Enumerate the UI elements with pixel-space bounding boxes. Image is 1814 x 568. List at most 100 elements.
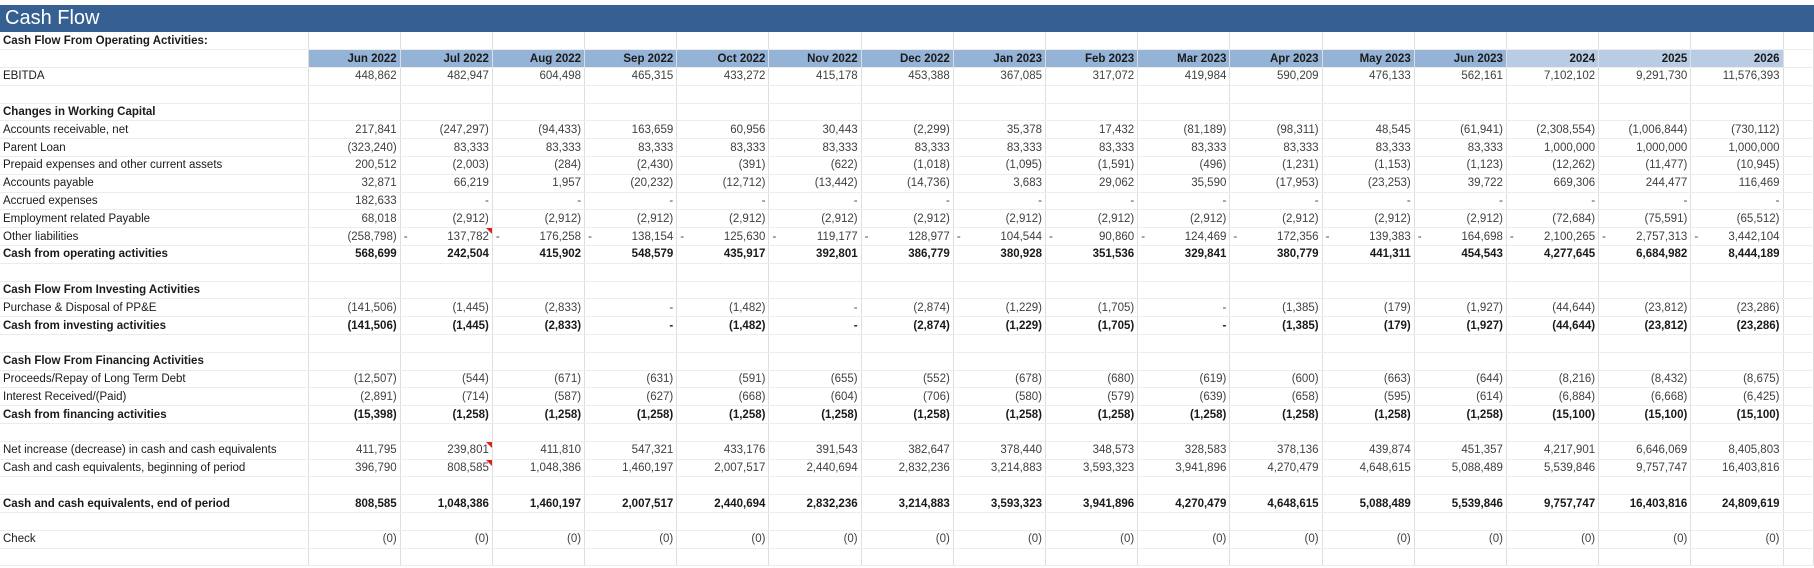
value-cell: 83,333 <box>492 138 586 158</box>
value-cell: 9,757,747 <box>1598 459 1692 478</box>
empty-cell <box>676 352 770 371</box>
value-cell: 239,801 <box>400 441 493 460</box>
value-cell: (1,705) <box>1045 298 1139 318</box>
value-cell: - <box>953 192 1047 211</box>
value-cell: (0) <box>1506 530 1600 549</box>
empty-cell <box>400 548 493 567</box>
empty-cell <box>1506 85 1600 104</box>
empty-cell <box>1322 85 1415 104</box>
column-header: Apr 2023 <box>1229 49 1323 69</box>
value-cell: - <box>584 316 678 336</box>
value-cell: (600) <box>1229 370 1323 389</box>
value-cell: (1,482) <box>676 316 770 336</box>
empty-cell <box>676 512 770 531</box>
value-cell: 4,277,645 <box>1506 245 1600 264</box>
value-cell: (1,385) <box>1229 298 1323 318</box>
value-cell: 3,593,323 <box>1045 459 1139 478</box>
value-cell: (1,258) <box>1137 405 1231 425</box>
column-header: Dec 2022 <box>861 49 954 69</box>
empty-cell <box>1783 227 1814 247</box>
value-cell: (2,912) <box>1322 209 1415 229</box>
value-cell: (15,398) <box>308 405 401 425</box>
empty-cell <box>492 423 586 442</box>
value-cell: (1,385) <box>1229 316 1323 336</box>
value-cell: 163,659 <box>584 120 678 140</box>
value-cell: (1,153) <box>1322 156 1415 175</box>
value-cell: (141,506) <box>308 316 401 336</box>
row-label: Accounts payable <box>0 174 309 193</box>
value-cell: (23,253) <box>1322 174 1415 193</box>
value-cell: (579) <box>1045 387 1139 407</box>
empty-cell <box>1598 548 1692 567</box>
value-cell: 382,647 <box>861 441 954 460</box>
value-cell: 317,072 <box>1045 67 1139 86</box>
value-cell: - <box>768 298 862 318</box>
empty-cell <box>0 49 309 69</box>
value-cell: (663) <box>1322 370 1415 389</box>
empty-cell <box>492 263 586 282</box>
empty-cell <box>1783 156 1814 175</box>
empty-cell <box>1137 103 1231 122</box>
value-cell: (2,912) <box>676 209 770 229</box>
empty-cell <box>861 263 954 282</box>
value-cell: (1,258) <box>1229 405 1323 425</box>
value-cell: (0) <box>1598 530 1692 549</box>
value-cell: (94,433) <box>492 120 586 140</box>
value-cell: (668) <box>676 387 770 407</box>
empty-cell <box>1598 334 1692 353</box>
value-cell: (11,477) <box>1598 156 1692 175</box>
empty-cell <box>1783 49 1814 69</box>
value-cell: (8,432) <box>1598 370 1692 389</box>
empty-cell <box>1137 281 1231 300</box>
value-cell: - 125,630 <box>676 227 770 247</box>
value-cell: 411,810 <box>492 441 586 460</box>
empty-cell <box>1690 352 1784 371</box>
value-cell: (1,258) <box>768 405 862 425</box>
column-header: Mar 2023 <box>1137 49 1231 69</box>
row: Check (0) (0) (0) (0) (0) (0) (0) (0) (0) (0) (0) (0… <box>0 530 1814 549</box>
value-cell: (2,891) <box>308 387 401 407</box>
value-cell: (591) <box>676 370 770 389</box>
empty-cell <box>1322 548 1415 567</box>
value-cell: (587) <box>492 387 586 407</box>
section-label: Cash Flow From Operating Activities: <box>0 32 309 51</box>
empty-cell <box>1322 476 1415 496</box>
column-header: Jul 2022 <box>400 49 493 69</box>
value-cell: (15,100) <box>1690 405 1784 425</box>
empty-cell <box>1414 334 1507 353</box>
empty-cell <box>584 423 678 442</box>
value-cell: - <box>1414 192 1507 211</box>
empty-cell <box>953 263 1047 282</box>
value-cell: - 90,860 <box>1045 227 1139 247</box>
value-cell: (619) <box>1137 370 1231 389</box>
value-cell: (580) <box>953 387 1047 407</box>
value-cell: - <box>1137 298 1231 318</box>
value-cell: (671) <box>492 370 586 389</box>
value-cell: (639) <box>1137 387 1231 407</box>
empty-cell <box>1690 334 1784 353</box>
empty-cell <box>492 352 586 371</box>
row-label: Check <box>0 530 309 549</box>
value-cell: (2,430) <box>584 156 678 175</box>
value-cell: (2,912) <box>492 209 586 229</box>
empty-cell <box>308 352 401 371</box>
value-cell: 548,579 <box>584 245 678 264</box>
value-cell: (2,874) <box>861 298 954 318</box>
value-cell: 6,646,069 <box>1598 441 1692 460</box>
empty-cell <box>1137 334 1231 353</box>
empty-cell <box>1229 334 1323 353</box>
value-cell: (0) <box>1229 530 1323 549</box>
value-cell: - <box>676 192 770 211</box>
value-cell: (631) <box>584 370 678 389</box>
value-cell: 8,405,803 <box>1690 441 1784 460</box>
value-cell: - <box>1690 192 1784 211</box>
empty-cell <box>1414 281 1507 300</box>
empty-cell <box>953 476 1047 496</box>
empty-cell <box>1783 405 1814 425</box>
empty-cell <box>1506 512 1600 531</box>
empty-cell <box>1414 352 1507 371</box>
value-cell: (644) <box>1414 370 1507 389</box>
empty-cell <box>1690 281 1784 300</box>
value-cell: 3,214,883 <box>861 494 954 514</box>
empty-cell <box>492 281 586 300</box>
